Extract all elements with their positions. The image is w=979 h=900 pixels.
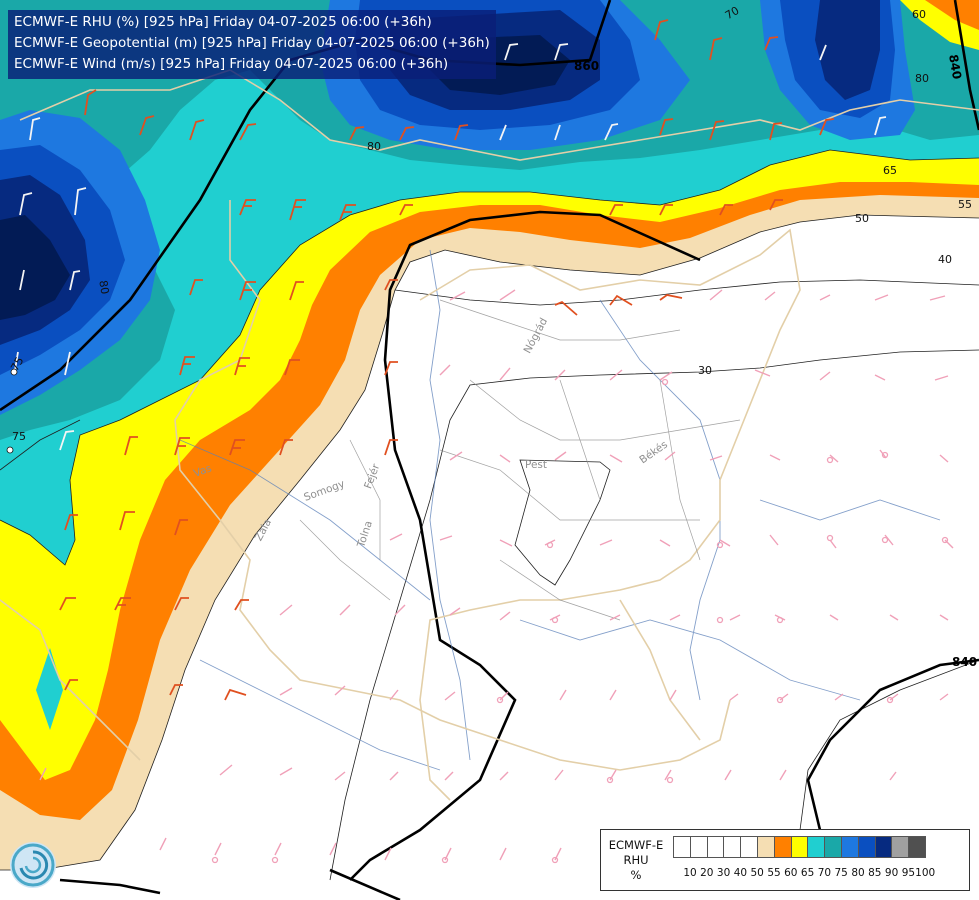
contour-label: 70 <box>723 4 742 22</box>
legend-tick-label: 75 <box>834 867 848 879</box>
contour-label: 75 <box>12 430 26 443</box>
legend-tick-label: 85 <box>868 867 882 879</box>
legend-swatch <box>807 836 826 858</box>
legend-tick-label: 55 <box>767 867 781 879</box>
geopotential-label: 840 <box>952 655 977 669</box>
legend-title-line: RHU <box>623 853 649 867</box>
legend-swatch <box>740 836 758 858</box>
contour-label: 55 <box>958 198 972 211</box>
contour-label: 75 <box>8 355 26 374</box>
legend-tick-label: 80 <box>851 867 865 879</box>
legend-swatch <box>891 836 910 858</box>
legend-swatch <box>773 836 792 858</box>
legend-tick-label: 65 <box>800 867 815 879</box>
contour-label: 80 <box>367 140 381 153</box>
geopotential-labels: 860 840 840 <box>574 53 977 669</box>
legend-title-line: ECMWF-E <box>608 838 664 852</box>
rhu-band-90-ne <box>815 0 880 100</box>
wind-barbs-low-rh <box>39 289 954 861</box>
region-label: Vas <box>192 462 213 480</box>
contour-label: 80 <box>96 279 111 295</box>
rhu-band-95-west <box>0 215 70 320</box>
legend-tick-label: 30 <box>716 867 731 879</box>
color-legend: ECMWF-E RHU % 10 20 30 40 50 55 60 65 70 75 80 85 90… <box>600 829 970 891</box>
legend-swatch <box>840 836 859 858</box>
legend-ticks: 10 20 30 40 50 55 60 65 70 75 80 85 90 95 100 <box>673 867 973 881</box>
legend-tick-label: 10 <box>683 867 697 879</box>
contour-label: 40 <box>938 253 952 266</box>
legend-swatch <box>790 836 809 858</box>
legend-tick-label: 40 <box>733 867 748 879</box>
geopotential-label: 860 <box>574 59 599 73</box>
legend-swatches <box>673 836 926 858</box>
contour-label: 65 <box>883 164 897 177</box>
legend-tick-label: 95 <box>901 867 916 879</box>
map-title-panel: ECMWF-E RHU (%) [925 hPa] Friday 04-07-2… <box>8 10 496 79</box>
rhu-ne-corner-orange <box>925 0 979 30</box>
title-rhu: ECMWF-E RHU (%) [925 hPa] Friday 04-07-2… <box>14 14 432 30</box>
legend-tick-label: 90 <box>884 867 899 879</box>
wind-barbs-high-rh <box>59 19 835 701</box>
legend-tick-label: 100 <box>915 867 936 879</box>
legend-swatch <box>706 836 725 858</box>
region-label: Pest <box>525 459 547 471</box>
legend-tick-label: 70 <box>817 867 832 879</box>
legend-tick-label: 20 <box>700 867 714 879</box>
legend-swatch <box>824 836 842 858</box>
rhu-contour-labels: 70 60 80 80 65 55 50 40 30 75 75 80 <box>8 4 972 443</box>
legend-swatch <box>723 836 742 858</box>
ecmwf-logo-icon <box>10 842 56 888</box>
contour-label: 50 <box>855 212 869 225</box>
contour-label: 30 <box>698 364 712 377</box>
title-wind: ECMWF-E Wind (m/s) [925 hPa] Friday 04-0… <box>14 56 449 72</box>
legend-swatch <box>756 836 775 858</box>
legend-swatch <box>857 836 876 858</box>
legend-title-line: % <box>630 868 642 882</box>
legend-swatch <box>689 836 708 858</box>
contour-label: 80 <box>915 72 929 85</box>
legend-swatch <box>673 836 691 858</box>
legend-title: ECMWF-E RHU % <box>603 838 669 883</box>
wind-barbs-white <box>14 43 887 451</box>
geopotential-label: 840 <box>946 53 964 80</box>
legend-swatch <box>908 836 926 858</box>
legend-swatch <box>874 836 893 858</box>
legend-tick-label: 60 <box>784 867 798 879</box>
title-geopotential: ECMWF-E Geopotential (m) [925 hPa] Frida… <box>14 35 490 51</box>
legend-tick-label: 50 <box>750 867 764 879</box>
contour-label: 60 <box>912 8 926 21</box>
